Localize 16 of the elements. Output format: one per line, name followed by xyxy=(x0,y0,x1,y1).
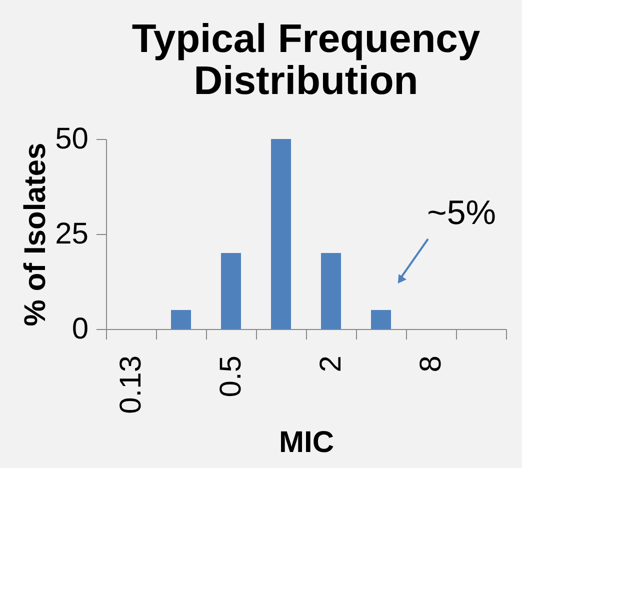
x-tick-label: 8 xyxy=(414,356,448,372)
y-tick-label: 50 xyxy=(55,122,88,156)
bar xyxy=(321,253,341,329)
bar xyxy=(171,310,191,329)
y-tick-label: 0 xyxy=(72,312,88,346)
x-tick-label: 0.13 xyxy=(114,356,148,414)
bar xyxy=(221,253,241,329)
chart-title: Typical Frequency Distribution xyxy=(132,17,481,103)
y-axis-title: % of Isolates xyxy=(19,142,52,326)
y-tick-label: 25 xyxy=(55,218,88,250)
x-tick-label: 2 xyxy=(314,356,348,372)
x-tick-label: 0.5 xyxy=(214,356,248,398)
annotation: ~5% xyxy=(427,194,496,232)
bar xyxy=(271,139,291,329)
bar xyxy=(371,310,391,329)
x-axis-title: MIC xyxy=(279,426,334,459)
